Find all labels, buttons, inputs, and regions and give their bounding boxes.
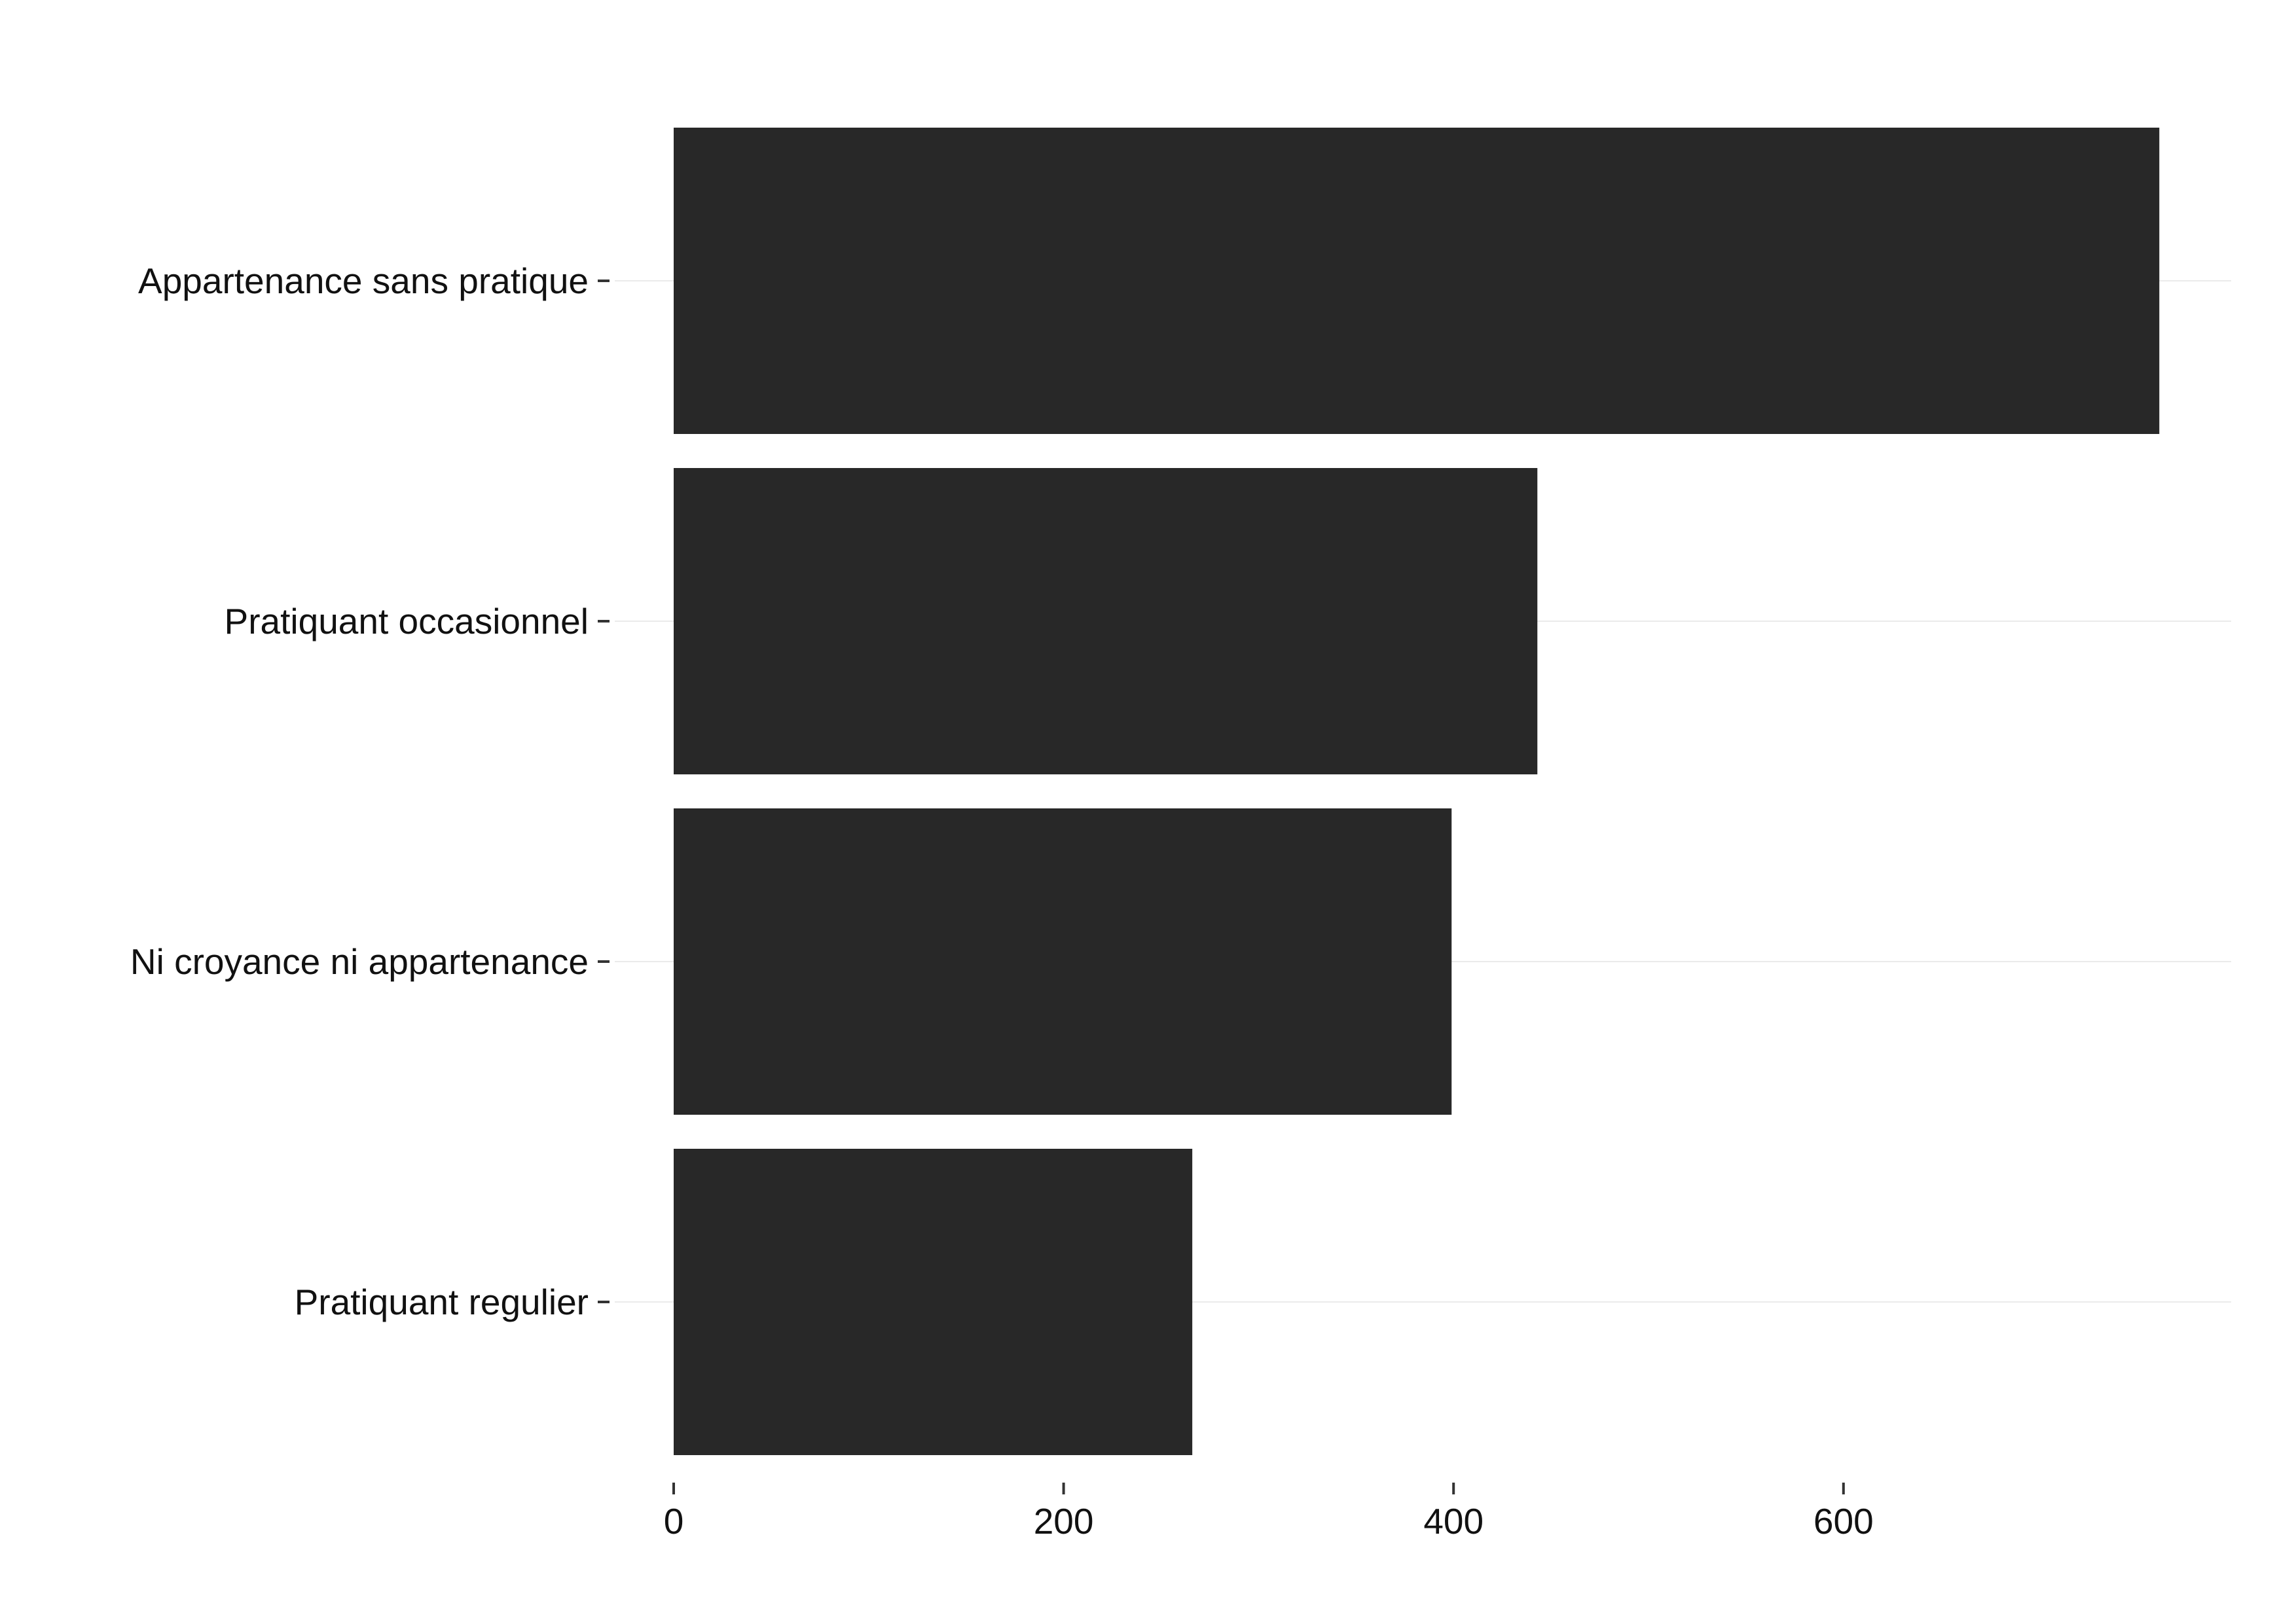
bar: [674, 1149, 1193, 1455]
x-tick-label: 0: [664, 1501, 684, 1542]
category-label: Pratiquant occasionnel: [225, 601, 589, 641]
x-tick-label: 600: [1813, 1501, 1874, 1542]
y-axis: Appartenance sans pratique Pratiquant occ…: [130, 261, 610, 1322]
category-label: Pratiquant regulier: [295, 1282, 589, 1322]
bar: [674, 468, 1538, 774]
category-label: Ni croyance ni appartenance: [130, 941, 589, 982]
bar: [674, 128, 2160, 434]
category-label: Appartenance sans pratique: [138, 261, 589, 301]
bar-layer: [674, 128, 2160, 1455]
x-tick-label: 400: [1423, 1501, 1484, 1542]
x-axis: 0 200 400 600: [664, 1483, 1874, 1542]
x-tick-label: 200: [1034, 1501, 1094, 1542]
bar: [674, 808, 1452, 1115]
